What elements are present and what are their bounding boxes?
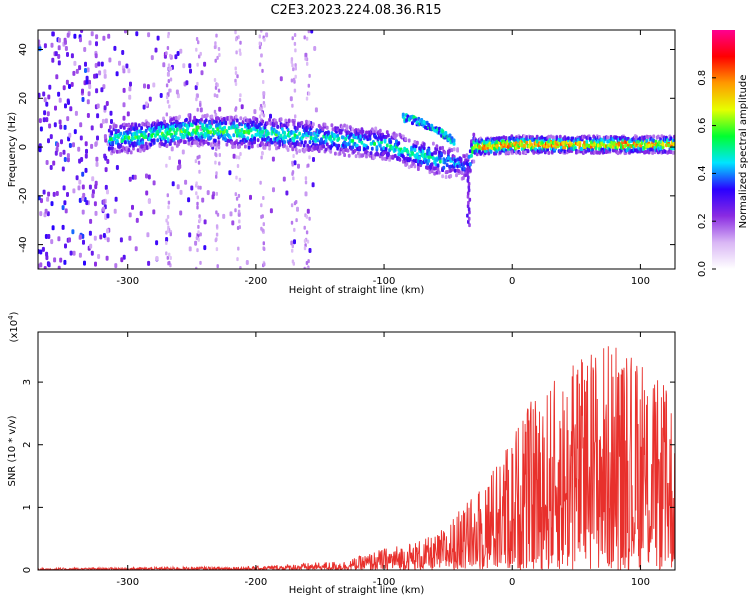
spectrogram-ytick-label: 0	[18, 144, 29, 150]
colorbar-tick-label: 0.8	[697, 70, 708, 86]
colorbar-tick-label: 0.0	[697, 261, 708, 277]
snr-panel: -300 -200 -100 0 100 0 1 2 3 Height of straight l…	[7, 311, 676, 596]
colorbar-tick-label: 0.4	[697, 165, 708, 181]
spectrogram-ytick-label: 20	[18, 92, 29, 105]
spectrogram-xtick-label: -300	[116, 276, 139, 287]
snr-xlabel: Height of straight line (km)	[289, 585, 425, 596]
snr-frame	[37, 331, 676, 571]
snr-xtick-label: 0	[509, 577, 515, 588]
spectrogram-ytick-label: 40	[18, 43, 29, 56]
snr-xtick-label: -100	[373, 577, 396, 588]
snr-scale-exp: 4	[7, 315, 15, 320]
snr-xtick-label: -300	[116, 577, 139, 588]
spectrogram-image	[38, 30, 675, 269]
snr-scale-close: )	[9, 311, 20, 315]
chart-title: C2E3.2023.224.08.36.R15	[270, 3, 441, 18]
snr-ytick-label: 2	[22, 442, 33, 448]
snr-series-line	[38, 346, 675, 570]
snr-ytick-label: 0	[22, 567, 33, 573]
spectrogram-ytick-label: -40	[18, 236, 29, 252]
colorbar-label: Normalized spectral amplitude	[738, 75, 749, 229]
snr-scale-label: (x104)	[7, 311, 20, 342]
snr-ytick-label: 3	[22, 379, 33, 385]
spectrogram-ytick-label: -20	[18, 188, 29, 204]
spectrogram-xtick-label: -100	[373, 276, 396, 287]
colorbar: 0.0 0.2 0.4 0.6 0.8 Normalized spectral ampli…	[697, 30, 749, 277]
colorbar-tick-label: 0.2	[697, 213, 708, 229]
colorbar-tick-label: 0.6	[697, 118, 708, 134]
snr-xtick-label: -200	[245, 577, 268, 588]
snr-ytick-label: 1	[22, 504, 33, 510]
snr-ylabel: SNR (10 * v/v)	[7, 415, 18, 486]
snr-scale-base: (x10	[9, 320, 20, 343]
snr-xtick-label: 100	[631, 577, 650, 588]
spectrogram-xtick-label: 0	[509, 276, 515, 287]
spectrogram-ylabel: Frequency (Hz)	[7, 112, 18, 188]
spectrogram-xtick-label: -200	[245, 276, 268, 287]
spectrogram-xtick-label: 100	[631, 276, 650, 287]
colorbar-bar	[712, 30, 735, 269]
spectrogram-xlabel: Height of straight line (km)	[289, 285, 425, 296]
spectrogram-frame	[37, 29, 676, 270]
